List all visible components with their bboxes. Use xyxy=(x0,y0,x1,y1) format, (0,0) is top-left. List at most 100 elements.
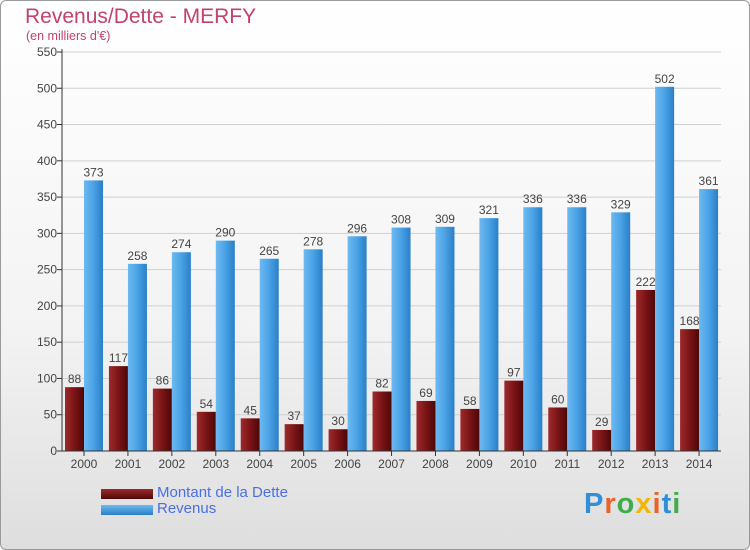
y-axis: 0 50 100 150 200 250 300 350 400 450 500 550 xyxy=(37,45,63,458)
data-label: 361 xyxy=(699,174,719,188)
data-label: 29 xyxy=(595,415,609,429)
data-label: 88 xyxy=(68,372,82,386)
proxiti-logo: Proxiti xyxy=(584,488,681,521)
data-label: 117 xyxy=(109,351,128,365)
value-labels: 88 373 117 258 86 274 54 290 45 265 37 278 30 296 82 30… xyxy=(68,72,719,429)
x-tick-label: 2003 xyxy=(202,457,229,471)
x-tick-label: 2014 xyxy=(686,457,713,471)
data-label: 60 xyxy=(551,392,565,406)
bar-dette xyxy=(108,366,128,451)
data-label: 336 xyxy=(523,192,543,206)
bar-dette xyxy=(328,429,348,451)
bar-revenus xyxy=(391,227,411,451)
data-label: 290 xyxy=(215,226,235,240)
bar-revenus xyxy=(259,258,279,451)
bar-dette xyxy=(636,289,656,451)
x-tick-label: 2013 xyxy=(642,457,669,471)
x-tick-label: 2001 xyxy=(115,457,142,471)
bar-dette xyxy=(460,408,480,451)
data-label: 296 xyxy=(347,221,367,235)
data-label: 373 xyxy=(83,165,103,179)
y-tick-label: 450 xyxy=(37,118,57,132)
bar-dette xyxy=(504,380,524,451)
data-label: 58 xyxy=(463,394,477,408)
data-label: 308 xyxy=(391,213,411,227)
legend-swatch-revenus xyxy=(101,505,153,515)
logo-letter: r xyxy=(604,488,617,520)
data-label: 54 xyxy=(200,397,214,411)
x-tick-label: 2005 xyxy=(290,457,317,471)
x-tick-label: 2004 xyxy=(246,457,273,471)
bar-dette xyxy=(548,407,568,451)
y-tick-label: 350 xyxy=(37,190,57,204)
data-label: 336 xyxy=(567,192,587,206)
x-tick-label: 2010 xyxy=(510,457,537,471)
data-label: 37 xyxy=(287,409,301,423)
y-tick-label: 500 xyxy=(37,81,57,95)
bar-revenus xyxy=(303,249,323,451)
bar-dette xyxy=(284,424,304,451)
y-tick-label: 0 xyxy=(50,444,57,458)
x-tick-label: 2007 xyxy=(378,457,405,471)
legend-label-debt: Montant de la Dette xyxy=(157,484,288,501)
data-label: 168 xyxy=(680,314,700,328)
y-tick-label: 550 xyxy=(37,45,57,59)
y-tick-label: 250 xyxy=(37,263,57,277)
x-tick-label: 2009 xyxy=(466,457,493,471)
y-tick-label: 400 xyxy=(37,154,57,168)
data-label: 69 xyxy=(419,386,433,400)
bar-revenus xyxy=(171,252,191,451)
bar-revenus xyxy=(699,189,719,452)
data-label: 222 xyxy=(636,275,656,289)
data-label: 274 xyxy=(171,237,191,251)
x-tick-label: 2008 xyxy=(422,457,449,471)
bar-revenus xyxy=(435,226,455,451)
data-label: 82 xyxy=(375,377,389,391)
x-tick-label: 2011 xyxy=(554,457,580,471)
logo-letter: P xyxy=(584,488,605,520)
y-tick-label: 200 xyxy=(37,299,57,313)
logo-letter: o xyxy=(616,488,636,520)
data-label: 30 xyxy=(331,414,345,428)
bar-revenus xyxy=(347,236,367,451)
bar-revenus xyxy=(215,240,235,451)
bar-revenus xyxy=(567,207,587,451)
bar-dette xyxy=(65,387,84,451)
logo-letter: x xyxy=(635,488,653,520)
logo-letter: i xyxy=(672,488,682,520)
y-tick-label: 150 xyxy=(37,335,57,349)
data-label: 97 xyxy=(507,366,521,380)
bar-dette xyxy=(680,329,700,451)
data-label: 278 xyxy=(303,234,323,248)
x-axis: 2000 2001 2002 2003 2004 2005 2006 2007 2008 2009… xyxy=(62,450,721,471)
data-label: 309 xyxy=(435,212,455,226)
data-label: 258 xyxy=(127,249,147,263)
bar-revenus xyxy=(611,212,631,451)
bar-dette xyxy=(416,400,436,451)
bars xyxy=(65,86,719,452)
data-label: 329 xyxy=(611,197,631,211)
y-tick-label: 50 xyxy=(44,408,58,422)
bar-revenus xyxy=(655,86,675,452)
data-label: 321 xyxy=(479,203,499,217)
bar-revenus xyxy=(84,180,103,451)
y-tick-label: 100 xyxy=(37,371,57,385)
legend-swatch-debt xyxy=(101,489,153,499)
x-tick-label: 2006 xyxy=(334,457,361,471)
x-tick-label: 2000 xyxy=(71,457,98,471)
bar-revenus xyxy=(127,263,147,451)
bar-revenus xyxy=(523,207,543,451)
data-label: 45 xyxy=(244,403,258,417)
chart-subtitle: (en milliers d'€) xyxy=(26,29,111,43)
logo-letter: i xyxy=(652,488,662,520)
x-tick-label: 2012 xyxy=(598,457,625,471)
bar-dette xyxy=(152,388,172,451)
bar-dette xyxy=(196,411,216,451)
data-label: 265 xyxy=(259,244,279,258)
bar-dette xyxy=(240,418,260,451)
bar-dette xyxy=(592,429,612,451)
y-tick-label: 300 xyxy=(37,226,57,240)
data-label: 86 xyxy=(156,374,170,388)
